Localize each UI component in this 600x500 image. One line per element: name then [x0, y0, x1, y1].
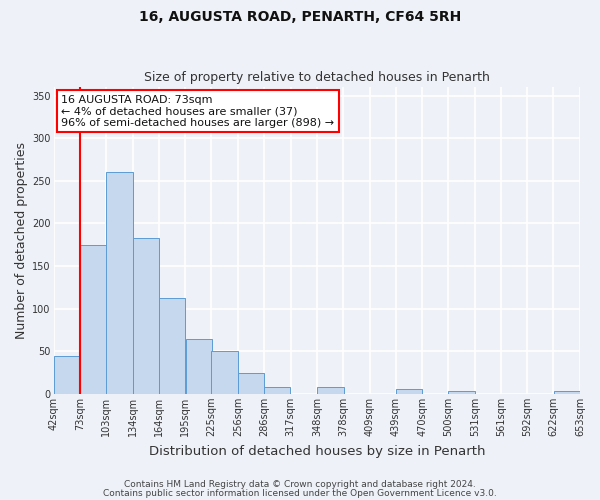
Bar [238, 372, 265, 394]
Text: 16, AUGUSTA ROAD, PENARTH, CF64 5RH: 16, AUGUSTA ROAD, PENARTH, CF64 5RH [139, 10, 461, 24]
Bar [211, 352, 238, 394]
Bar [159, 298, 185, 394]
Bar [448, 392, 475, 394]
Y-axis label: Number of detached properties: Number of detached properties [15, 142, 28, 339]
Bar [264, 387, 290, 394]
Bar [80, 244, 107, 394]
Bar [133, 238, 160, 394]
Text: 16 AUGUSTA ROAD: 73sqm
← 4% of detached houses are smaller (37)
96% of semi-deta: 16 AUGUSTA ROAD: 73sqm ← 4% of detached … [61, 94, 335, 128]
Bar [54, 356, 80, 394]
Bar [554, 392, 580, 394]
Bar [106, 172, 133, 394]
Bar [185, 340, 212, 394]
Bar [396, 389, 422, 394]
Bar [317, 387, 344, 394]
Text: Contains public sector information licensed under the Open Government Licence v3: Contains public sector information licen… [103, 489, 497, 498]
X-axis label: Distribution of detached houses by size in Penarth: Distribution of detached houses by size … [149, 444, 485, 458]
Title: Size of property relative to detached houses in Penarth: Size of property relative to detached ho… [144, 72, 490, 85]
Text: Contains HM Land Registry data © Crown copyright and database right 2024.: Contains HM Land Registry data © Crown c… [124, 480, 476, 489]
